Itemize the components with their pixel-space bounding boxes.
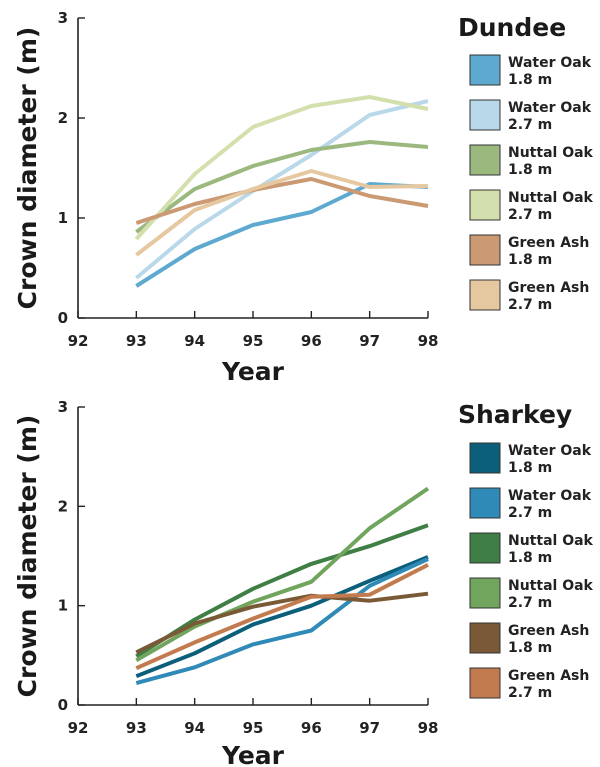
legend-label: Water Oak [508, 100, 592, 116]
x-axis-label: Year [221, 741, 285, 767]
x-tick-label: 95 [243, 332, 264, 350]
series-line [134, 95, 429, 241]
x-tick-label: 97 [359, 719, 380, 737]
legend-label-size: 2.7 m [508, 685, 552, 701]
legend-label-size: 2.7 m [508, 117, 552, 133]
x-tick-label: 95 [243, 719, 264, 737]
series-line [135, 591, 429, 655]
legend-label-size: 1.8 m [508, 460, 552, 476]
x-tick-label: 98 [418, 719, 439, 737]
series-line [135, 523, 429, 658]
y-tick-label: 1 [58, 597, 68, 615]
x-tick-label: 96 [301, 719, 322, 737]
x-tick-label: 97 [359, 332, 380, 350]
y-tick-label: 3 [58, 398, 68, 416]
legend-label: Water Oak [508, 443, 592, 459]
series-line [135, 169, 429, 257]
legend-label-size: 1.8 m [508, 640, 552, 656]
x-tick-label: 96 [301, 332, 322, 350]
legend-label: Green Ash [508, 235, 589, 251]
legend-label-size: 1.8 m [508, 550, 552, 566]
x-tick-label: 92 [68, 332, 89, 350]
series-line [135, 555, 429, 679]
legend-swatch [469, 234, 501, 266]
series-line [135, 140, 429, 234]
series-line [135, 557, 429, 686]
legend-swatch [469, 442, 501, 474]
x-tick-label: 93 [126, 719, 147, 737]
legend-swatch [469, 622, 501, 654]
panel-title: Dundee [458, 13, 566, 42]
legend-label-size: 2.7 m [508, 297, 552, 313]
series-line [135, 486, 430, 663]
legend-label: Nuttal Oak [508, 533, 594, 549]
x-tick-label: 94 [184, 719, 205, 737]
legend-label: Nuttal Oak [508, 190, 594, 206]
chart-panel: 0 1 2 3 92 93 94 95 96 97 98 Year Crown diameter (m)… [13, 9, 594, 386]
legend-label-size: 2.7 m [508, 595, 552, 611]
series-line [135, 563, 429, 671]
y-axis-label: Crown diameter (m) [13, 415, 42, 698]
legend-label: Nuttal Oak [508, 145, 594, 161]
legend-label: Green Ash [508, 623, 589, 639]
legend-swatch [469, 189, 501, 221]
y-tick-label: 2 [58, 109, 68, 127]
panel-title: Sharkey [458, 400, 572, 429]
series-line [135, 182, 429, 288]
legend-swatch [469, 54, 501, 86]
legend-label: Nuttal Oak [508, 578, 594, 594]
x-tick-label: 98 [418, 332, 439, 350]
legend-swatch [469, 144, 501, 176]
legend-label: Green Ash [508, 668, 589, 684]
legend-label-size: 1.8 m [508, 162, 552, 178]
legend-swatch [469, 279, 501, 311]
y-tick-label: 2 [58, 497, 68, 515]
series-line [135, 177, 429, 225]
legend-swatch [469, 577, 501, 609]
legend-label-size: 2.7 m [508, 207, 552, 223]
legend-label-size: 1.8 m [508, 252, 552, 268]
y-tick-label: 1 [58, 209, 68, 227]
legend-label: Water Oak [508, 488, 592, 504]
legend-label: Green Ash [508, 280, 589, 296]
series-line [135, 99, 429, 280]
legend-label-size: 2.7 m [508, 505, 552, 521]
legend-swatch [469, 532, 501, 564]
legend-swatch [469, 667, 501, 699]
x-tick-label: 92 [68, 719, 89, 737]
x-tick-label: 94 [184, 332, 205, 350]
y-tick-label: 0 [58, 696, 68, 714]
x-axis-label: Year [221, 357, 285, 386]
legend-swatch [469, 487, 501, 519]
x-tick-label: 93 [126, 332, 147, 350]
y-tick-label: 0 [58, 309, 68, 327]
y-axis-label: Crown diameter (m) [13, 27, 42, 310]
legend-swatch [469, 99, 501, 131]
chart-panel: 0 1 2 3 92 93 94 95 96 97 98 Year Crown diameter (m)… [13, 398, 594, 767]
legend-label-size: 1.8 m [508, 72, 552, 88]
y-tick-label: 3 [58, 9, 68, 27]
legend-label: Water Oak [508, 55, 592, 71]
